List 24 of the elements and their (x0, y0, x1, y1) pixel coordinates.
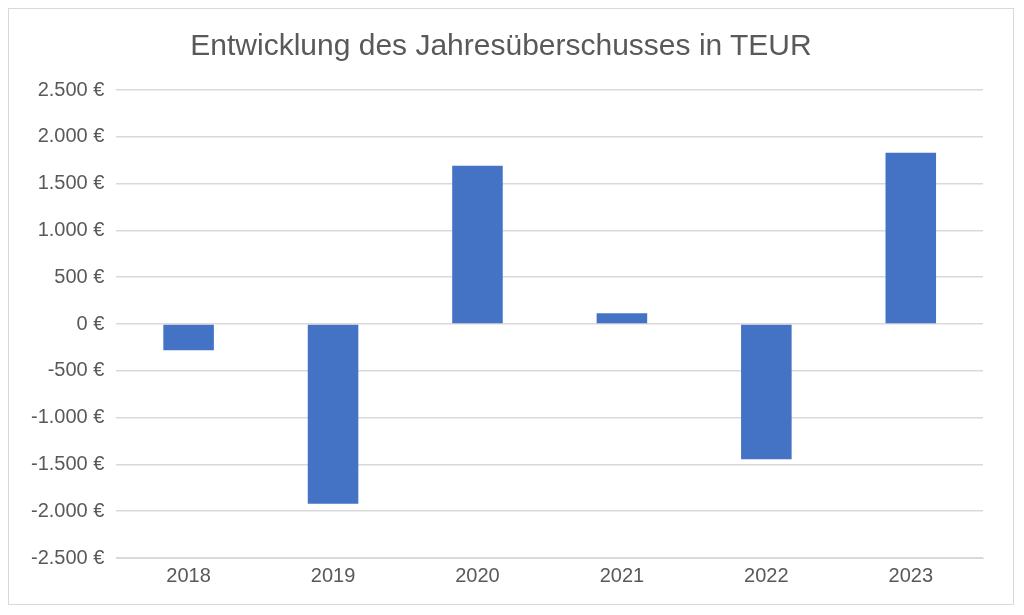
x-tick-label: 2018 (166, 563, 211, 586)
x-tick-label: 2019 (310, 563, 356, 586)
bar (741, 324, 792, 460)
y-tick-label: 1.500 € (37, 171, 105, 194)
y-tick-label: -1.500 € (31, 451, 105, 474)
y-tick-label: 2.500 € (37, 77, 105, 100)
x-tick-label: 2022 (744, 563, 789, 586)
y-tick-label: -500 € (47, 358, 105, 381)
y-tick-label: -2.000 € (31, 498, 105, 521)
y-tick-label: 0 € (76, 311, 105, 334)
y-tick-label: 500 € (54, 264, 105, 287)
bar (452, 165, 503, 324)
y-tick-label: -2.500 € (31, 545, 105, 568)
bar (163, 324, 214, 351)
bar (307, 324, 359, 504)
x-tick-label: 2023 (888, 563, 934, 586)
y-tick-label: 2.000 € (37, 124, 105, 147)
bar (885, 152, 937, 324)
y-tick-label: 1.000 € (37, 217, 105, 240)
x-tick-label: 2020 (455, 563, 500, 586)
x-tick-label: 2021 (599, 563, 645, 586)
y-tick-label: -1.000 € (31, 405, 105, 428)
bar (596, 313, 648, 324)
chart-title: Entwicklung des Jahresüberschusses in TEUR (190, 28, 812, 62)
